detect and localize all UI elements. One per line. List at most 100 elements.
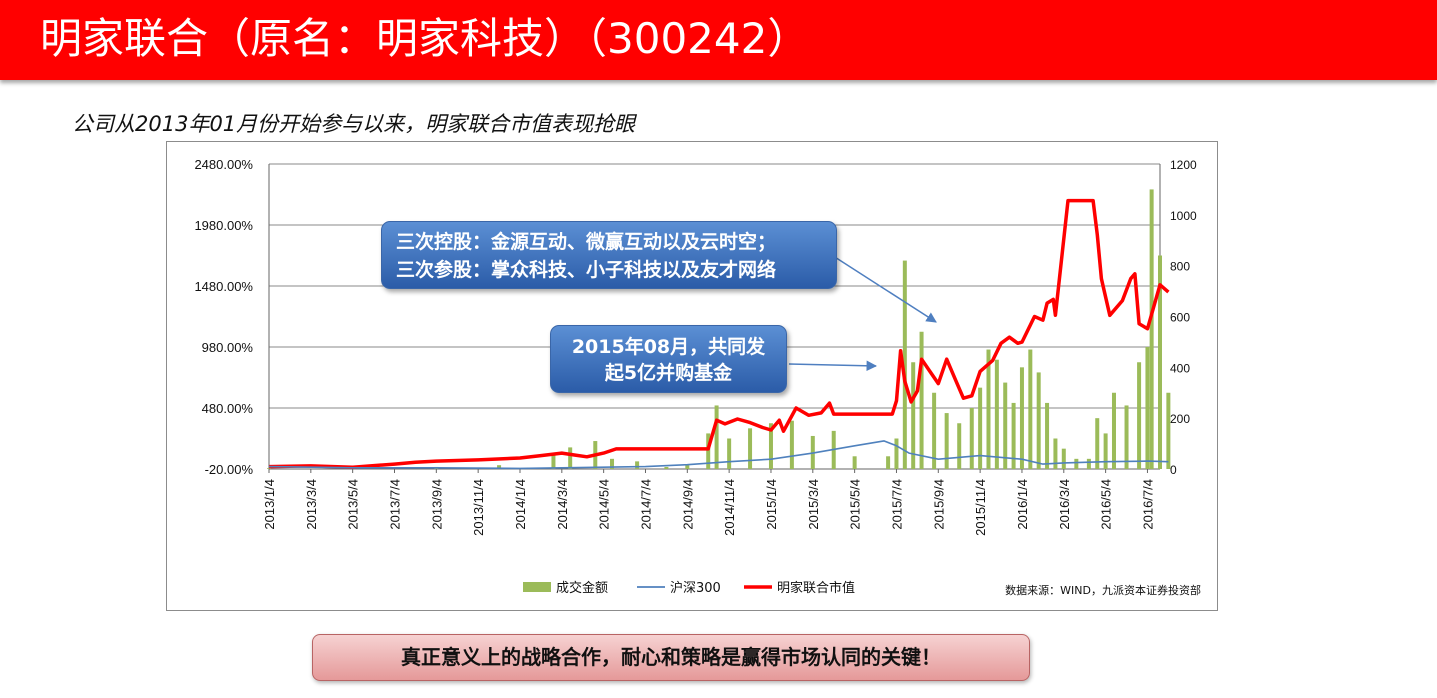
x-axis-tick-label: 2014/9/4 bbox=[680, 479, 695, 530]
volume-bar bbox=[267, 468, 271, 469]
right-axis-tick-label: 1000 bbox=[1170, 209, 1197, 223]
callout-fund-line-1: 2015年08月，共同发 bbox=[571, 336, 766, 358]
volume-bar bbox=[986, 349, 991, 469]
legend-swatch bbox=[523, 582, 551, 592]
right-axis-tick-label: 200 bbox=[1170, 412, 1190, 426]
x-axis-tick-label: 2015/1/4 bbox=[764, 479, 779, 530]
x-axis-tick-label: 2015/7/4 bbox=[889, 479, 904, 530]
volume-bar bbox=[994, 359, 999, 469]
volume-bar bbox=[886, 456, 891, 469]
x-axis-tick-label: 2013/3/4 bbox=[304, 479, 319, 530]
left-axis-tick-label: 1480.00% bbox=[194, 279, 253, 294]
x-axis-tick-label: 2013/5/4 bbox=[346, 479, 361, 530]
volume-bar bbox=[1061, 448, 1066, 469]
callout-acquisitions-line-2: 三次参股：掌众科技、小子科技以及友才网络 bbox=[396, 259, 777, 281]
volume-bar bbox=[911, 362, 916, 469]
right-axis-tick-label: 800 bbox=[1170, 260, 1190, 274]
right-axis-tick-label: 1200 bbox=[1170, 158, 1197, 172]
x-axis-tick-label: 2015/11/4 bbox=[973, 479, 988, 536]
volume-bar bbox=[1036, 372, 1041, 469]
volume-bar bbox=[497, 465, 502, 469]
volume-bar bbox=[1145, 347, 1150, 469]
left-axis-tick-label: -20.00% bbox=[205, 462, 254, 477]
volume-bar bbox=[1103, 433, 1108, 469]
x-axis-tick-label: 2015/3/4 bbox=[806, 479, 821, 530]
left-axis-tick-label: 980.00% bbox=[202, 340, 254, 355]
csi300-line bbox=[268, 440, 1169, 470]
legend-label: 成交金额 bbox=[556, 580, 608, 596]
chart-frame: 2480.00% 1980.00% 1480.00% 980.00% 480.00% -2… bbox=[166, 141, 1218, 611]
volume-bar bbox=[1149, 189, 1154, 469]
source-note: 数据来源：WIND，九派资本证券投资部 bbox=[1005, 583, 1201, 597]
x-axis-tick-label: 2013/7/4 bbox=[387, 479, 402, 530]
callout-fund-line-2: 起5亿并购基金 bbox=[604, 362, 733, 384]
volume-bar bbox=[1003, 382, 1008, 469]
volume-bar bbox=[748, 428, 753, 469]
volume-bar bbox=[664, 466, 669, 469]
x-axis-tick-label: 2015/5/4 bbox=[848, 479, 863, 530]
callout-fund: 2015年08月，共同发 起5亿并购基金 bbox=[550, 325, 787, 393]
volume-bar bbox=[568, 447, 573, 469]
callout-acquisitions-line-1: 三次控股：金源互动、微赢互动以及云时空； bbox=[396, 231, 777, 253]
conclusion-banner: 真正意义上的战略合作，耐心和策略是赢得市场认同的关键！ bbox=[312, 634, 1030, 681]
volume-bar bbox=[706, 433, 711, 469]
volume-bar bbox=[1158, 255, 1162, 469]
callout-acquisitions: 三次控股：金源互动、微赢互动以及云时空； 三次参股：掌众科技、小子科技以及友才网… bbox=[381, 221, 837, 289]
volume-bar bbox=[944, 413, 949, 469]
volume-bar bbox=[714, 405, 719, 469]
volume-bar bbox=[852, 456, 857, 469]
left-axis-tick-label: 480.00% bbox=[202, 401, 254, 416]
volume-bar bbox=[978, 387, 983, 469]
right-axis-tick-label: 400 bbox=[1170, 361, 1190, 375]
right-axis-tick-label: 600 bbox=[1170, 311, 1190, 325]
x-axis-tick-label: 2015/9/4 bbox=[931, 479, 946, 530]
volume-bar bbox=[1028, 349, 1033, 469]
x-axis-tick-label: 2014/3/4 bbox=[555, 479, 570, 530]
volume-bar bbox=[902, 260, 907, 469]
x-axis-tick-label: 2016/5/4 bbox=[1099, 479, 1114, 530]
left-axis-tick-label: 1980.00% bbox=[194, 218, 253, 233]
title-bar: 明家联合（原名：明家科技）（300242） bbox=[0, 0, 1437, 80]
volume-bar bbox=[789, 420, 794, 469]
callout-arrow bbox=[826, 251, 937, 323]
volume-bar bbox=[919, 331, 924, 469]
volume-bar bbox=[1137, 362, 1142, 469]
volume-bar bbox=[894, 438, 899, 469]
chart: 2480.00% 1980.00% 1480.00% 980.00% 480.00% -2… bbox=[194, 157, 1201, 597]
volume-bar bbox=[1011, 402, 1016, 469]
callout-arrow bbox=[788, 360, 878, 372]
legend-label: 明家联合市值 bbox=[777, 580, 855, 596]
x-axis-tick-label: 2013/9/4 bbox=[429, 479, 444, 530]
volume-bar bbox=[969, 408, 974, 469]
volume-bar bbox=[1086, 458, 1091, 469]
volume-bar bbox=[768, 423, 773, 469]
volume-bar bbox=[727, 438, 732, 469]
x-axis-tick-label: 2016/3/4 bbox=[1057, 479, 1072, 530]
volume-bar bbox=[685, 465, 690, 469]
volume-bar bbox=[551, 453, 556, 469]
x-axis-tick-label: 2013/11/4 bbox=[471, 479, 486, 536]
x-axis-tick-label: 2013/1/4 bbox=[262, 479, 277, 530]
x-axis-tick-label: 2014/1/4 bbox=[513, 479, 528, 530]
x-axis-tick-label: 2016/1/4 bbox=[1015, 479, 1030, 530]
volume-bar bbox=[610, 458, 615, 469]
x-axis-tick-label: 2014/11/4 bbox=[722, 479, 737, 536]
volume-bar bbox=[1045, 402, 1050, 469]
left-axis-tick-label: 2480.00% bbox=[194, 157, 253, 172]
legend-label: 沪深300 bbox=[670, 580, 721, 596]
volume-bar bbox=[957, 423, 962, 469]
page-title: 明家联合（原名：明家科技）（300242） bbox=[40, 14, 810, 63]
volume-bar bbox=[1095, 418, 1100, 469]
volume-bar bbox=[1124, 405, 1129, 469]
x-axis-tick-label: 2014/5/4 bbox=[597, 479, 612, 530]
right-axis-tick-label: 0 bbox=[1170, 463, 1177, 477]
page-subtitle: 公司从2013年01月份开始参与以来，明家联合市值表现抢眼 bbox=[72, 112, 636, 136]
volume-bar bbox=[635, 461, 640, 469]
volume-bar bbox=[932, 392, 937, 469]
volume-bar bbox=[1111, 392, 1116, 469]
volume-bar bbox=[1074, 458, 1079, 469]
volume-bar bbox=[1019, 367, 1024, 469]
volume-bar bbox=[1053, 438, 1058, 469]
x-axis-tick-label: 2014/7/4 bbox=[638, 479, 653, 530]
volume-bar bbox=[1166, 392, 1171, 469]
